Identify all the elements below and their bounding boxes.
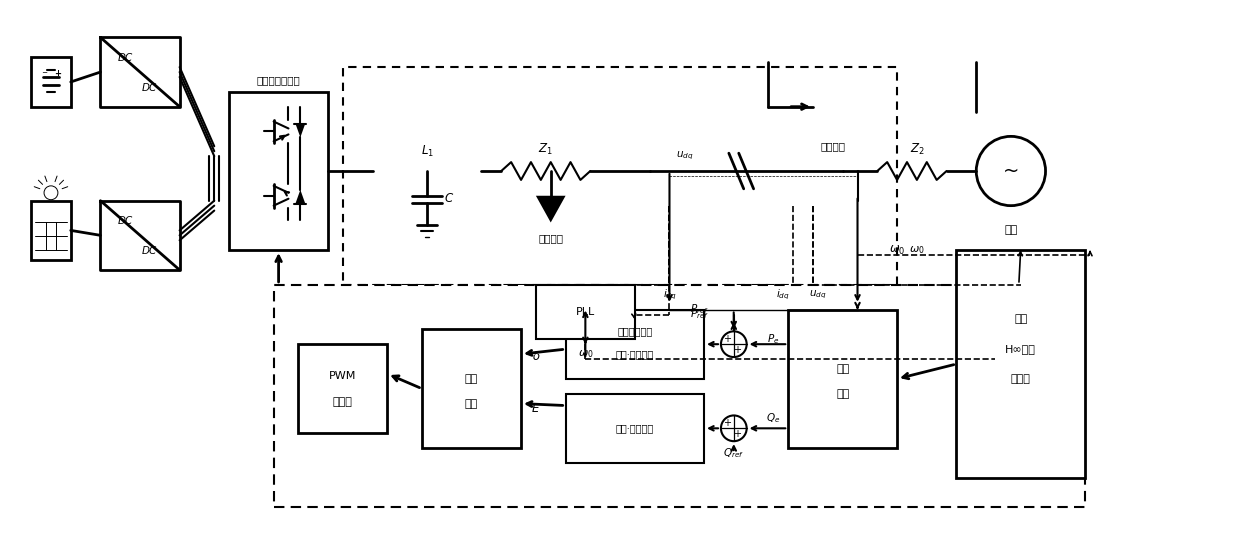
- Text: +: +: [55, 69, 62, 78]
- Text: $Z_1$: $Z_1$: [538, 142, 553, 157]
- Text: ─: ─: [42, 71, 46, 77]
- Text: 发生器: 发生器: [334, 396, 353, 407]
- Text: +: +: [733, 345, 740, 355]
- Text: 本地负荷: 本地负荷: [538, 233, 563, 243]
- Text: $\omega_0$: $\omega_0$: [889, 243, 905, 257]
- Text: $Q_{ref}$: $Q_{ref}$: [723, 446, 744, 460]
- Bar: [31, 201, 71, 260]
- Bar: [229, 92, 329, 250]
- Text: 电网: 电网: [1004, 225, 1018, 235]
- Text: H∞反馈: H∞反馈: [1006, 344, 1037, 354]
- Text: $\omega_0$: $\omega_0$: [909, 244, 925, 256]
- Text: 并网节点: 并网节点: [821, 141, 846, 151]
- Text: PWM: PWM: [330, 371, 357, 381]
- Text: 功率: 功率: [836, 364, 849, 374]
- Text: 鲁棒: 鲁棒: [1014, 315, 1028, 324]
- Text: $DC$: $DC$: [117, 215, 134, 226]
- Text: $DC$: $DC$: [117, 51, 134, 63]
- Bar: [343, 67, 897, 285]
- Text: 带虚拟惯量的: 带虚拟惯量的: [618, 326, 652, 337]
- Text: $DC$: $DC$: [141, 244, 159, 256]
- Bar: [565, 394, 704, 463]
- Text: 无功·电压控制: 无功·电压控制: [616, 423, 653, 433]
- Text: $E$: $E$: [531, 402, 541, 415]
- Text: 合成: 合成: [465, 399, 479, 409]
- Text: +: +: [733, 429, 740, 439]
- Bar: [565, 310, 704, 379]
- Polygon shape: [295, 190, 305, 204]
- Text: $DC$: $DC$: [141, 81, 159, 93]
- Text: +: +: [723, 418, 730, 429]
- Bar: [299, 344, 387, 433]
- Text: $P_e$: $P_e$: [768, 332, 780, 346]
- Text: PLL: PLL: [575, 307, 595, 317]
- Text: 控制器: 控制器: [1011, 374, 1030, 384]
- Text: $u_{dq}$: $u_{dq}$: [676, 150, 693, 162]
- Text: 有功·频率控制: 有功·频率控制: [616, 349, 653, 359]
- Bar: [956, 250, 1085, 478]
- Bar: [422, 330, 521, 448]
- Text: +: +: [723, 334, 730, 344]
- Polygon shape: [295, 124, 305, 137]
- Text: $P_{ref}$: $P_{ref}$: [689, 303, 709, 317]
- Text: $L_1$: $L_1$: [420, 144, 434, 159]
- Text: $u_{dq}$: $u_{dq}$: [810, 288, 827, 301]
- Bar: [31, 57, 71, 106]
- Text: ~: ~: [1003, 162, 1019, 180]
- Text: $\delta$: $\delta$: [532, 349, 541, 363]
- Text: $i_{dq}$: $i_{dq}$: [662, 287, 676, 302]
- Text: 虚拟同步发电机: 虚拟同步发电机: [257, 75, 300, 85]
- Text: $C$: $C$: [444, 192, 454, 205]
- Bar: [536, 285, 635, 339]
- Text: $\omega_0$: $\omega_0$: [578, 348, 593, 360]
- Text: $Z_2$: $Z_2$: [909, 142, 924, 157]
- Text: $Q_e$: $Q_e$: [766, 411, 780, 425]
- Text: 电压: 电压: [465, 374, 479, 384]
- Text: $i_{dq}$: $i_{dq}$: [776, 287, 790, 302]
- Text: $P_{ref}$: $P_{ref}$: [689, 308, 709, 322]
- Polygon shape: [536, 196, 565, 223]
- Bar: [274, 285, 1085, 508]
- Text: 计算: 计算: [836, 388, 849, 399]
- Bar: [789, 310, 897, 448]
